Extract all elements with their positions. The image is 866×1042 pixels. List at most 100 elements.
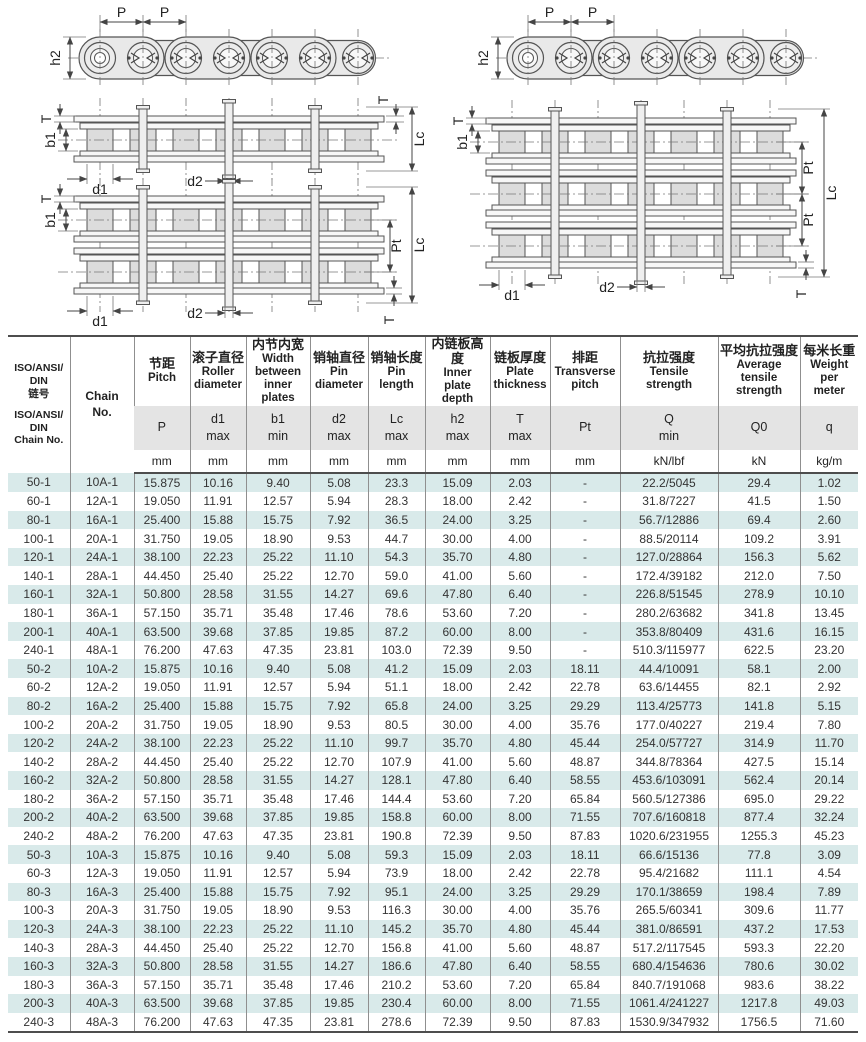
spec-cell: 140-2 — [23, 754, 55, 769]
spec-cell: 4.54 — [799, 863, 858, 883]
spec-cell: 17.46 — [309, 975, 368, 995]
dim-label-pitch: P — [588, 4, 597, 20]
spec-cell: - — [549, 603, 620, 623]
spec-cell: 3.09 — [799, 845, 858, 864]
spec-cell: 65.84 — [549, 975, 620, 995]
spec-cell: 23.3 — [367, 472, 425, 493]
spec-row-200-1: 200-1 40A-1 63.500 39.68 37.85 19.85 87.2 60.00… — [8, 622, 858, 641]
spec-cell: 840.7/191068 — [619, 975, 718, 995]
spec-row-60-3: 60-3 12A-3 19.050 11.91 12.57 5.94 73.9 18.00 2.… — [8, 863, 858, 883]
dim-label-roller-diameter: d1 — [92, 313, 108, 329]
spec-cell: 11.10 — [309, 733, 368, 753]
column-header-transverse-pitch: 排距 Transverse pitch — [549, 336, 620, 406]
spec-cell: 22.20 — [799, 938, 858, 957]
spec-cell: 1.50 — [799, 492, 858, 511]
spec-row-80-1: 80-1 16A-1 25.400 15.88 15.75 7.92 36.5 24.00 3.… — [8, 510, 858, 530]
spec-cell: 2.03 — [489, 659, 550, 679]
spec-cell: 9.40 — [245, 845, 310, 864]
spec-cell: 47.63 — [189, 826, 246, 846]
spec-cell: 18.00 — [424, 492, 490, 511]
spec-cell: 41.00 — [424, 938, 490, 957]
triplex-chain-plan-view: Tb1 d1 d2 Pt Pt Lc T — [450, 100, 839, 303]
column-header-pin-diameter-zh: 销轴直径 — [312, 349, 365, 365]
spec-cell: 278.6 — [367, 1012, 425, 1033]
iso-chain-no-label-en: ISO/ANSI/ DIN Chain No. — [14, 408, 64, 447]
spec-cell: 180-3 — [23, 977, 55, 992]
spec-cell: 9.53 — [309, 715, 368, 734]
spec-cell: 14.27 — [309, 585, 368, 604]
column-unit-plate-thickness: mm — [489, 449, 550, 474]
spec-cell: 19.050 — [133, 492, 190, 511]
dim-label-transverse-pitch: Pt — [388, 239, 404, 252]
column-header-transverse-pitch-zh: 排距 — [571, 349, 598, 365]
spec-cell: 15.875 — [133, 472, 190, 493]
spec-cell: 25.22 — [245, 752, 310, 771]
column-header-avg-tensile-strength-en: Average tensile strength — [736, 359, 782, 398]
spec-cell: 40A-3 — [69, 994, 134, 1013]
spec-cell: 60-3 — [26, 866, 51, 881]
spec-cell: 29.22 — [799, 789, 858, 809]
spec-cell: 2.60 — [799, 510, 858, 530]
spec-cell: 11.10 — [309, 919, 368, 939]
spec-cell: 17.46 — [309, 789, 368, 809]
spec-cell: 344.8/78364 — [619, 752, 718, 771]
spec-cell: 22.23 — [189, 547, 246, 567]
spec-cell: 15.875 — [133, 659, 190, 679]
dim-label-pitch: P — [117, 4, 126, 20]
column-unit-pin-length: mm — [367, 449, 425, 474]
spec-cell: 49.03 — [799, 994, 858, 1013]
spec-row-240-2: 240-2 48A-2 76.200 47.63 47.35 23.81 190.8 72.3… — [8, 826, 858, 846]
spec-row-80-3: 80-3 16A-3 25.400 15.88 15.75 7.92 95.1 24.00 3.… — [8, 882, 858, 902]
dim-label-transverse-pitch: Pt — [800, 213, 816, 226]
spec-cell: 25.40 — [189, 752, 246, 771]
spec-cell: 44.450 — [133, 752, 190, 771]
spec-cell: 116.3 — [367, 901, 425, 920]
spec-cell: 280.2/63682 — [619, 603, 718, 623]
spec-cell: 2.03 — [489, 845, 550, 864]
spec-cell: 12.70 — [309, 566, 368, 586]
spec-cell: 41.2 — [367, 659, 425, 679]
spec-cell: 39.68 — [189, 994, 246, 1013]
spec-cell: 3.25 — [489, 696, 550, 716]
spec-cell: 40A-1 — [69, 622, 134, 641]
column-header-avg-tensile-strength: 平均抗拉强度 Average tensile strength — [717, 336, 800, 406]
spec-cell: 186.6 — [367, 956, 425, 976]
spec-cell: 180-1 — [23, 605, 55, 620]
spec-cell: 12.57 — [245, 678, 310, 697]
column-unit-avg-tensile-strength: kN — [717, 449, 800, 474]
spec-cell: 431.6 — [717, 622, 800, 641]
spec-cell: 14.27 — [309, 771, 368, 790]
spec-cell: 38.100 — [133, 919, 190, 939]
spec-cell: 18.00 — [424, 863, 490, 883]
spec-cell: 1255.3 — [717, 826, 800, 846]
spec-cell: 36A-3 — [69, 975, 134, 995]
spec-cell: 88.5/20114 — [619, 529, 718, 548]
spec-cell: 47.35 — [245, 826, 310, 846]
spec-cell: 30.00 — [424, 901, 490, 920]
spec-cell: 517.2/117545 — [619, 938, 718, 957]
spec-cell: 35.71 — [189, 789, 246, 809]
spec-cell: 48A-2 — [69, 826, 134, 846]
spec-cell: 19.05 — [189, 529, 246, 548]
spec-cell: 9.40 — [245, 472, 310, 493]
spec-row-50-3: 50-3 10A-3 15.875 10.16 9.40 5.08 59.3 15.09 2.0… — [8, 845, 858, 864]
spec-cell: 1020.6/231955 — [619, 826, 718, 846]
column-header-inner-width-en: Width between inner plates — [254, 352, 301, 404]
spec-row-140-2: 140-2 28A-2 44.450 25.40 25.22 12.70 107.9 41.0… — [8, 752, 858, 771]
column-symbol-weight-per-meter: q — [799, 405, 858, 450]
column-symbol-transverse-pitch: Pt — [549, 405, 620, 450]
spec-cell: 18.90 — [245, 715, 310, 734]
spec-cell: 32.24 — [799, 808, 858, 827]
column-header-roller-diameter-zh: 滚子直径 — [191, 349, 244, 365]
spec-cell: 24.00 — [424, 882, 490, 902]
dim-label-pin-diameter: d2 — [187, 173, 203, 189]
spec-cell: 72.39 — [424, 1012, 490, 1033]
spec-cell: 170.1/38659 — [619, 882, 718, 902]
spec-cell: 5.62 — [799, 547, 858, 567]
spec-cell: 16.15 — [799, 622, 858, 641]
spec-cell: 35.48 — [245, 975, 310, 995]
column-symbol-pin-diameter: d2 max — [309, 405, 368, 450]
spec-cell: 19.85 — [309, 808, 368, 827]
spec-cell: 47.35 — [245, 640, 310, 660]
spec-cell: 32A-3 — [69, 956, 134, 976]
